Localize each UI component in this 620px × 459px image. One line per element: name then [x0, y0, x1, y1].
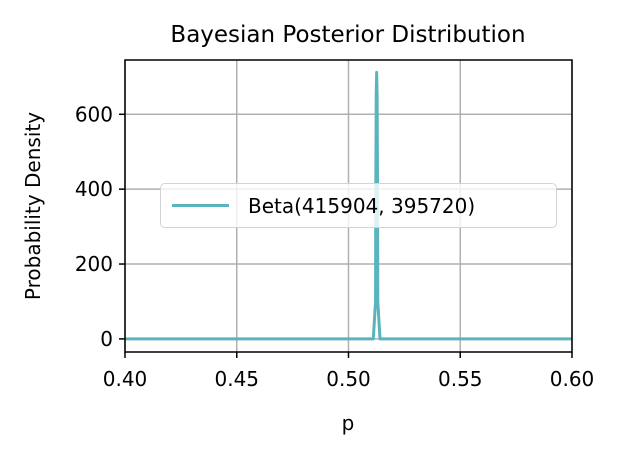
y-axis-label: Probability Density [21, 112, 45, 300]
legend-label: Beta(415904, 395720) [248, 193, 476, 218]
chart-title: Bayesian Posterior Distribution [170, 22, 525, 48]
y-tick-label: 200 [75, 252, 113, 276]
y-tick-label: 0 [100, 327, 113, 351]
x-tick-label: 0.45 [214, 367, 259, 391]
legend-swatch [172, 204, 229, 207]
x-tick-label: 0.60 [550, 367, 595, 391]
x-tick-label: 0.40 [103, 367, 148, 391]
series-line-0 [125, 70, 572, 341]
x-tick-label: 0.50 [326, 367, 371, 391]
y-tick-label: 400 [75, 177, 113, 201]
legend: Beta(415904, 395720) [160, 183, 557, 228]
series-layer [125, 70, 572, 341]
x-tick-label: 0.55 [438, 367, 483, 391]
axis-ticks: 0.40 0.45 0.50 0.55 0.60 0 200 400 600 [75, 102, 594, 391]
x-axis-label: p [342, 411, 355, 435]
y-tick-label: 600 [75, 102, 113, 126]
